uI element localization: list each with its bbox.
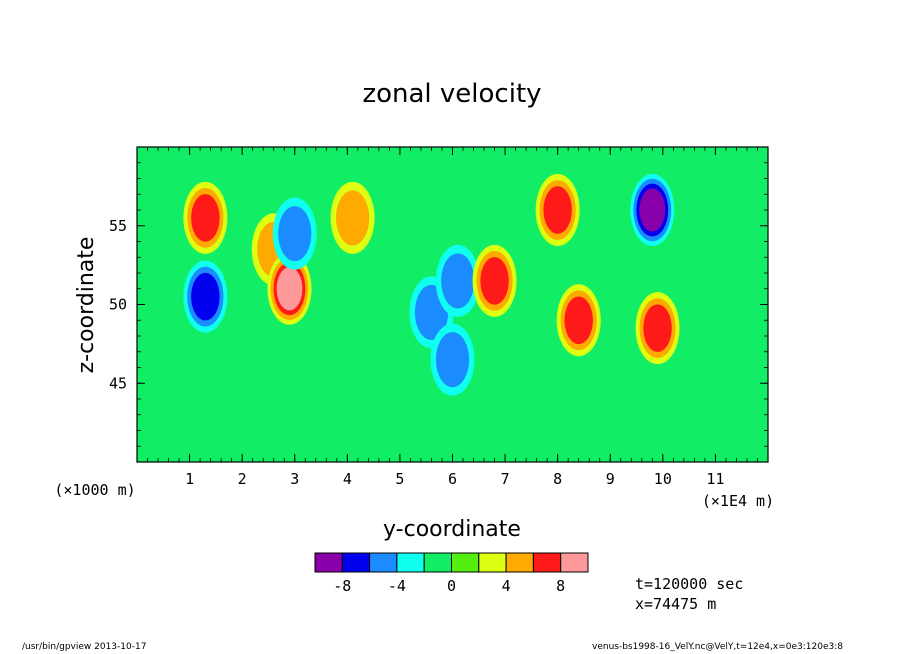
y-tick-label: 55 [109, 217, 127, 235]
x-axis-label: y-coordinate [383, 517, 521, 542]
colorbar-tick-label: 8 [556, 577, 565, 595]
x-tick-label: 5 [395, 470, 404, 488]
x-unit-label: (×1E4 m) [702, 492, 774, 510]
colorbar-swatch [341, 552, 371, 573]
x-tick-label: 10 [654, 470, 672, 488]
colorbar-swatch [423, 552, 453, 573]
x-tick-label: 8 [553, 470, 562, 488]
colorbar-swatch [560, 552, 589, 573]
contour-region [191, 194, 220, 242]
colorbar-tick-label: 4 [502, 577, 511, 595]
colorbar-tick-label: 0 [447, 577, 456, 595]
x-tick-label: 3 [290, 470, 299, 488]
colorbar-swatch [505, 552, 534, 573]
y-tick-label: 45 [109, 374, 127, 392]
x-tick-label: 11 [706, 470, 724, 488]
position-readout: x=74475 m [635, 595, 717, 613]
time-readout: t=120000 sec [635, 575, 744, 593]
colorbar-swatch [314, 552, 343, 573]
contour-region [564, 296, 593, 345]
x-tick-label: 9 [606, 470, 615, 488]
x-tick-label: 4 [343, 470, 352, 488]
contour-region [639, 188, 666, 232]
contour-region [543, 186, 572, 234]
colorbar-tick-label: -4 [388, 577, 406, 595]
colorbar-swatch [532, 552, 562, 573]
colorbar-tick-label: -8 [333, 577, 351, 595]
contour-region [643, 304, 672, 352]
y-unit-label: (×1000 m) [54, 481, 135, 499]
y-axis: 45 50 55 [109, 146, 768, 463]
footer-right: venus-bs1998-16_VelY.nc@VelY,t=12e4,x=0e… [592, 642, 843, 652]
x-tick-label: 7 [501, 470, 510, 488]
contour-region [441, 253, 475, 309]
x-tick-label: 6 [448, 470, 457, 488]
colorbar-swatch [451, 552, 480, 573]
colorbar-swatch [396, 552, 425, 573]
contour-region [191, 272, 220, 321]
x-tick-label: 1 [185, 470, 194, 488]
footer-left: /usr/bin/gpview 2013-10-17 [22, 642, 147, 652]
colorbar: -8 -4 0 4 8 [314, 552, 589, 595]
contour-region [335, 190, 370, 246]
y-axis-label: z-coordinate [74, 237, 99, 374]
contour-region [276, 267, 303, 311]
contour-region [435, 332, 470, 388]
x-tick-label: 2 [238, 470, 247, 488]
contour-region [278, 206, 312, 262]
colorbar-swatch [369, 552, 398, 573]
contour-fill-layer [183, 174, 680, 396]
colorbar-swatch [478, 552, 507, 573]
chart-title: zonal velocity [362, 79, 541, 109]
contour-region [480, 257, 509, 305]
x-axis: 1 2 3 4 5 6 7 8 9 10 11 [136, 147, 769, 488]
y-tick-label: 50 [109, 296, 127, 314]
